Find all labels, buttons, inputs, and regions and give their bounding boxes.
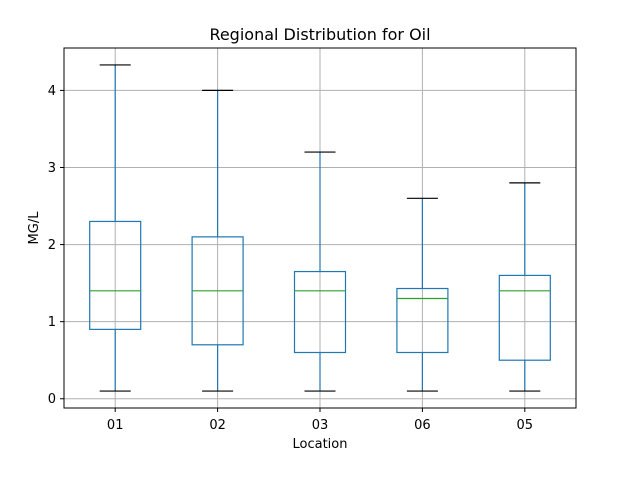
box-05 [498,182,551,392]
y-axis-label: MG/L [27,211,42,245]
x-ticks: 01 02 03 06 05 [107,408,533,433]
boxes-layer [89,64,551,392]
box-03 [293,151,347,392]
x-tick-label: 05 [517,418,534,433]
x-tick-label: 01 [107,418,124,433]
y-tick-label: 1 [48,315,56,330]
box-01 [89,64,142,392]
iqr-box [293,270,347,354]
y-tick-label: 2 [48,238,56,253]
iqr-box [89,220,142,330]
iqr-box [498,274,551,361]
x-axis-label: Location [293,437,348,452]
y-tick-label: 4 [48,84,56,99]
iqr-box [396,287,449,354]
x-tick-label: 06 [414,418,431,433]
y-tick-label: 0 [48,392,56,407]
x-tick-label: 03 [312,418,329,433]
box-06 [396,197,449,392]
box-02 [191,89,244,392]
y-tick-label: 3 [48,161,56,176]
x-tick-label: 02 [209,418,226,433]
y-ticks: 0 1 2 3 4 [48,84,64,407]
chart-title: Regional Distribution for Oil [209,25,430,44]
